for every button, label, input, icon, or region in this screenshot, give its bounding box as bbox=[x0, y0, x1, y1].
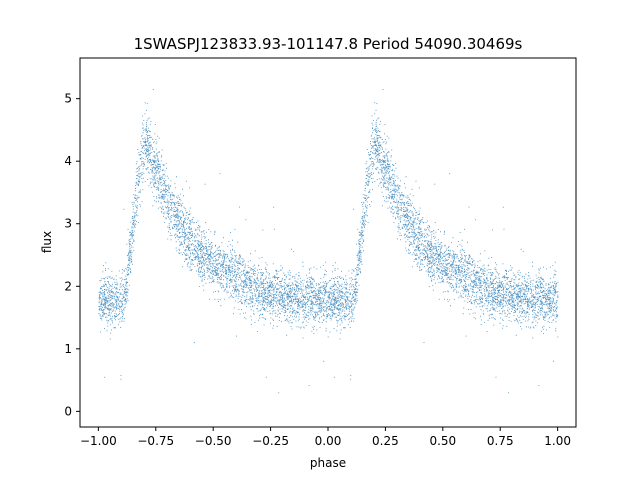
y-tick-label: 0 bbox=[64, 404, 72, 418]
x-tick-label: 1.00 bbox=[544, 434, 571, 448]
x-axis-label: phase bbox=[310, 456, 346, 470]
y-tick-label: 1 bbox=[64, 342, 72, 356]
x-tick-label: −0.75 bbox=[137, 434, 174, 448]
y-axis-ticks: 0 1 2 3 4 5 bbox=[64, 92, 80, 418]
y-tick-label: 2 bbox=[64, 279, 72, 293]
x-tick-label: 0.75 bbox=[487, 434, 514, 448]
x-tick-label: 0.50 bbox=[429, 434, 456, 448]
x-tick-label: −1.00 bbox=[80, 434, 117, 448]
chart-title: 1SWASPJ123833.93-101147.8 Period 54090.3… bbox=[134, 35, 523, 53]
x-tick-label: 0.00 bbox=[315, 434, 342, 448]
y-tick-label: 4 bbox=[64, 154, 72, 168]
y-tick-label: 5 bbox=[64, 92, 72, 106]
x-axis-ticks: −1.00 −0.75 −0.50 −0.25 0.00 0.25 0.50 0.75 1.00 bbox=[80, 427, 571, 448]
x-tick-label: −0.25 bbox=[252, 434, 289, 448]
data-points bbox=[98, 89, 559, 394]
y-tick-label: 3 bbox=[64, 217, 72, 231]
x-tick-label: 0.25 bbox=[372, 434, 399, 448]
x-tick-label: −0.50 bbox=[195, 434, 232, 448]
scatter-point-cloud bbox=[98, 89, 559, 394]
y-axis-label: flux bbox=[40, 231, 54, 253]
